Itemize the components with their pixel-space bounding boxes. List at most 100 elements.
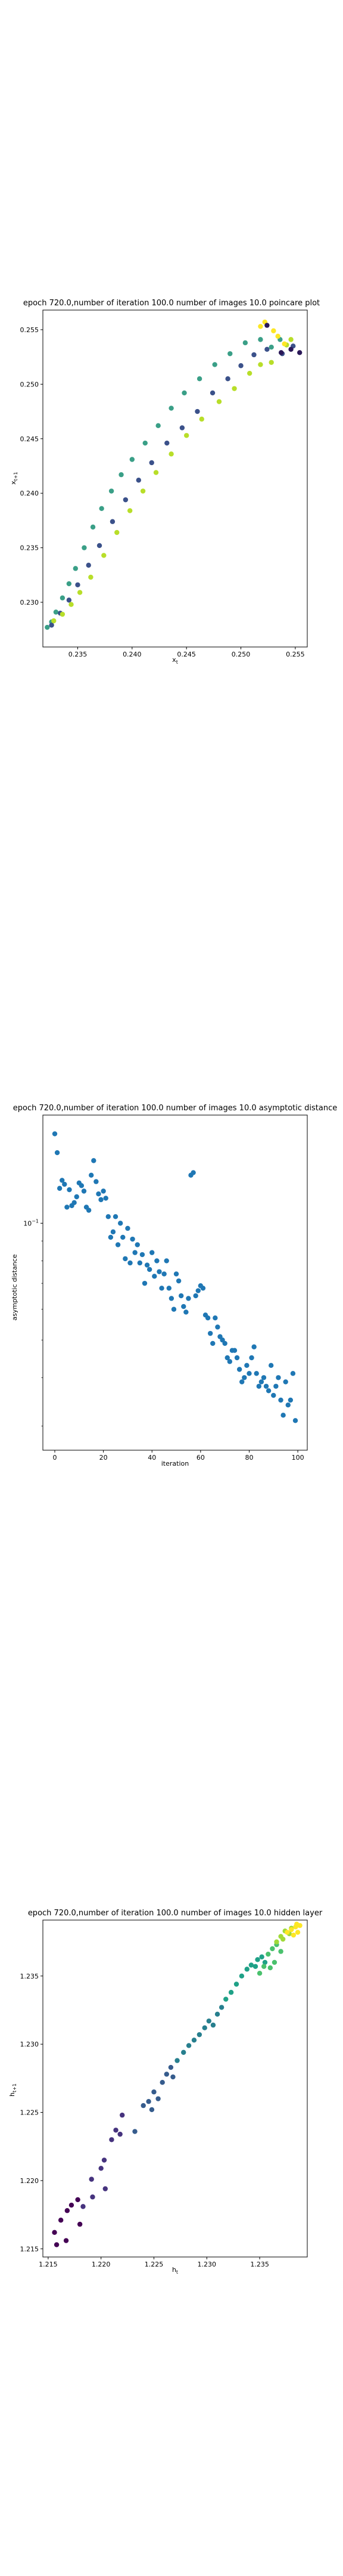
data-point: [132, 2129, 138, 2134]
data-point: [129, 457, 135, 462]
data-point: [74, 1194, 79, 1200]
hidden-layer-plot: epoch 720.0,number of iteration 100.0 nu…: [8, 1909, 323, 2275]
data-point: [283, 1379, 288, 1385]
x-tick-label: 0.235: [68, 651, 88, 658]
data-point: [297, 350, 303, 355]
data-point: [96, 543, 102, 549]
data-point: [117, 2131, 123, 2137]
data-point: [182, 390, 187, 396]
data-point: [186, 1296, 191, 1301]
data-point: [155, 423, 161, 429]
data-point: [66, 581, 72, 587]
data-point: [109, 2137, 114, 2142]
data-point: [98, 1197, 104, 1203]
data-point: [142, 440, 148, 446]
data-point: [174, 2058, 180, 2063]
data-point: [137, 1260, 143, 1266]
data-point: [80, 2204, 86, 2209]
data-point: [54, 1150, 60, 1156]
data-point: [195, 408, 200, 414]
data-point: [227, 1359, 233, 1364]
data-point: [86, 1208, 92, 1213]
x-tick-label: 0.255: [286, 651, 305, 658]
y-tick-label: 0.245: [20, 435, 39, 443]
data-point: [216, 399, 222, 404]
data-point: [115, 1242, 121, 1247]
data-point: [53, 609, 59, 615]
data-point: [166, 1286, 172, 1291]
data-point: [251, 1344, 257, 1349]
data-point: [186, 2043, 192, 2048]
data-point: [45, 624, 50, 630]
data-point: [164, 440, 170, 446]
data-point: [161, 1271, 167, 1277]
data-point: [275, 333, 280, 339]
x-tick-label: 20: [99, 1454, 108, 1462]
data-point: [146, 1267, 152, 1272]
data-point: [205, 1315, 211, 1321]
data-point: [225, 376, 230, 382]
data-point: [273, 1383, 279, 1389]
x-tick-label: 80: [245, 1454, 253, 1462]
data-point: [280, 1413, 286, 1418]
data-point: [81, 1188, 87, 1194]
data-point: [157, 1269, 162, 1274]
chart-title: epoch 720.0,number of iteration 100.0 nu…: [23, 299, 320, 308]
data-point: [183, 433, 189, 438]
data-point: [57, 1185, 63, 1191]
data-point: [60, 611, 66, 617]
data-point: [191, 1170, 196, 1175]
data-point: [132, 1250, 138, 1255]
data-point: [77, 2221, 83, 2227]
data-point: [123, 497, 129, 503]
data-point: [127, 1260, 133, 1266]
data-point: [179, 425, 185, 431]
data-point: [210, 2022, 216, 2028]
data-point: [267, 1965, 273, 1971]
y-tick-label: 1.215: [20, 2245, 39, 2253]
data-point: [255, 1957, 260, 1962]
y-tick-label: 1.230: [20, 2041, 39, 2048]
data-point: [236, 1367, 242, 1372]
data-point: [269, 360, 274, 365]
data-point: [181, 1304, 186, 1309]
x-tick-label: 0.240: [123, 651, 142, 658]
data-point: [195, 1288, 201, 1293]
data-point: [89, 2176, 94, 2182]
data-point: [270, 1946, 275, 1952]
data-point: [258, 337, 263, 342]
data-point: [123, 1256, 128, 1262]
chart-title: epoch 720.0,number of iteration 100.0 nu…: [13, 1104, 337, 1113]
data-point: [264, 323, 270, 328]
data-point: [257, 1971, 263, 1976]
data-point: [274, 1939, 279, 1945]
poincare-plot: epoch 720.0,number of iteration 100.0 nu…: [10, 299, 320, 665]
data-point: [290, 1371, 296, 1376]
data-point: [149, 2107, 155, 2113]
data-point: [261, 1375, 267, 1380]
data-point: [110, 1229, 116, 1235]
data-point: [151, 2089, 157, 2095]
data-point: [153, 470, 159, 475]
data-point: [168, 2064, 174, 2070]
data-point: [113, 2128, 119, 2133]
data-point: [282, 341, 287, 346]
data-point: [258, 1379, 264, 1385]
data-point: [169, 1296, 174, 1301]
data-point: [278, 1397, 283, 1403]
data-point: [49, 623, 54, 628]
data-point: [173, 1271, 179, 1277]
y-tick-label: 0.250: [20, 380, 39, 388]
data-point: [149, 1250, 155, 1255]
data-point: [258, 324, 263, 329]
data-point: [224, 1355, 230, 1361]
data-point: [120, 1234, 126, 1240]
data-point: [232, 386, 237, 391]
y-tick-label: 1.220: [20, 2177, 39, 2185]
data-point: [152, 1274, 157, 1279]
data-point: [77, 590, 83, 595]
data-point: [278, 1949, 283, 1954]
data-point: [239, 1973, 245, 1979]
y-tick-label: 1.235: [20, 1973, 39, 1980]
